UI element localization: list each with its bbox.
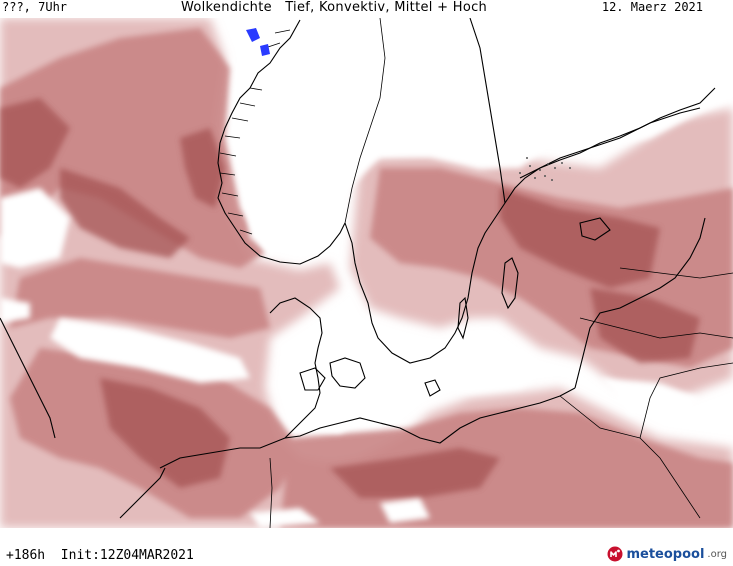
bornholm (424, 379, 441, 397)
brand-name: meteopool (626, 546, 705, 562)
danish-islands (329, 357, 366, 389)
finland-coast (519, 107, 701, 179)
meteopool-logo-icon (607, 546, 623, 562)
gulf-of-bothnia (469, 18, 506, 204)
uk-east-coast (0, 317, 56, 439)
map-header: ???, 7Uhr Wolkendichte Tief, Konvektiv, … (0, 0, 733, 18)
baltic-states-coast (574, 217, 706, 389)
netherlands-coast (119, 467, 166, 519)
saaremaa (579, 217, 611, 241)
norway-coast (217, 19, 346, 265)
archipelago-detail (519, 157, 571, 181)
valid-day-label: ???, 7Uhr (2, 0, 68, 14)
map-footer: +186h Init:12Z04MAR2021 meteopool .org (0, 528, 733, 566)
precip-markers (246, 28, 270, 56)
cloud-cover-map (0, 18, 733, 528)
country-borders (269, 18, 733, 528)
gotland (501, 257, 519, 310)
clear-sky-areas (0, 188, 700, 528)
scandinavia-clear (245, 18, 733, 253)
valid-date-label: 12. Maerz 2021 (601, 0, 703, 14)
map-canvas (0, 18, 733, 528)
denmark-jutland (269, 297, 323, 439)
coastlines (0, 18, 716, 519)
meteopool-logo-link[interactable]: meteopool .org (607, 546, 727, 562)
oland (457, 296, 469, 340)
sweden-west-coast (344, 87, 716, 364)
fjord-detail (219, 29, 291, 235)
germany-coast (159, 387, 576, 469)
cloud-layer-dark (0, 98, 700, 498)
brand-tld: .org (707, 548, 727, 560)
forecast-init-label: +186h Init:12Z04MAR2021 (6, 548, 194, 563)
map-title: Wolkendichte Tief, Konvektiv, Mittel + H… (181, 0, 488, 15)
danish-island-2 (299, 367, 326, 391)
